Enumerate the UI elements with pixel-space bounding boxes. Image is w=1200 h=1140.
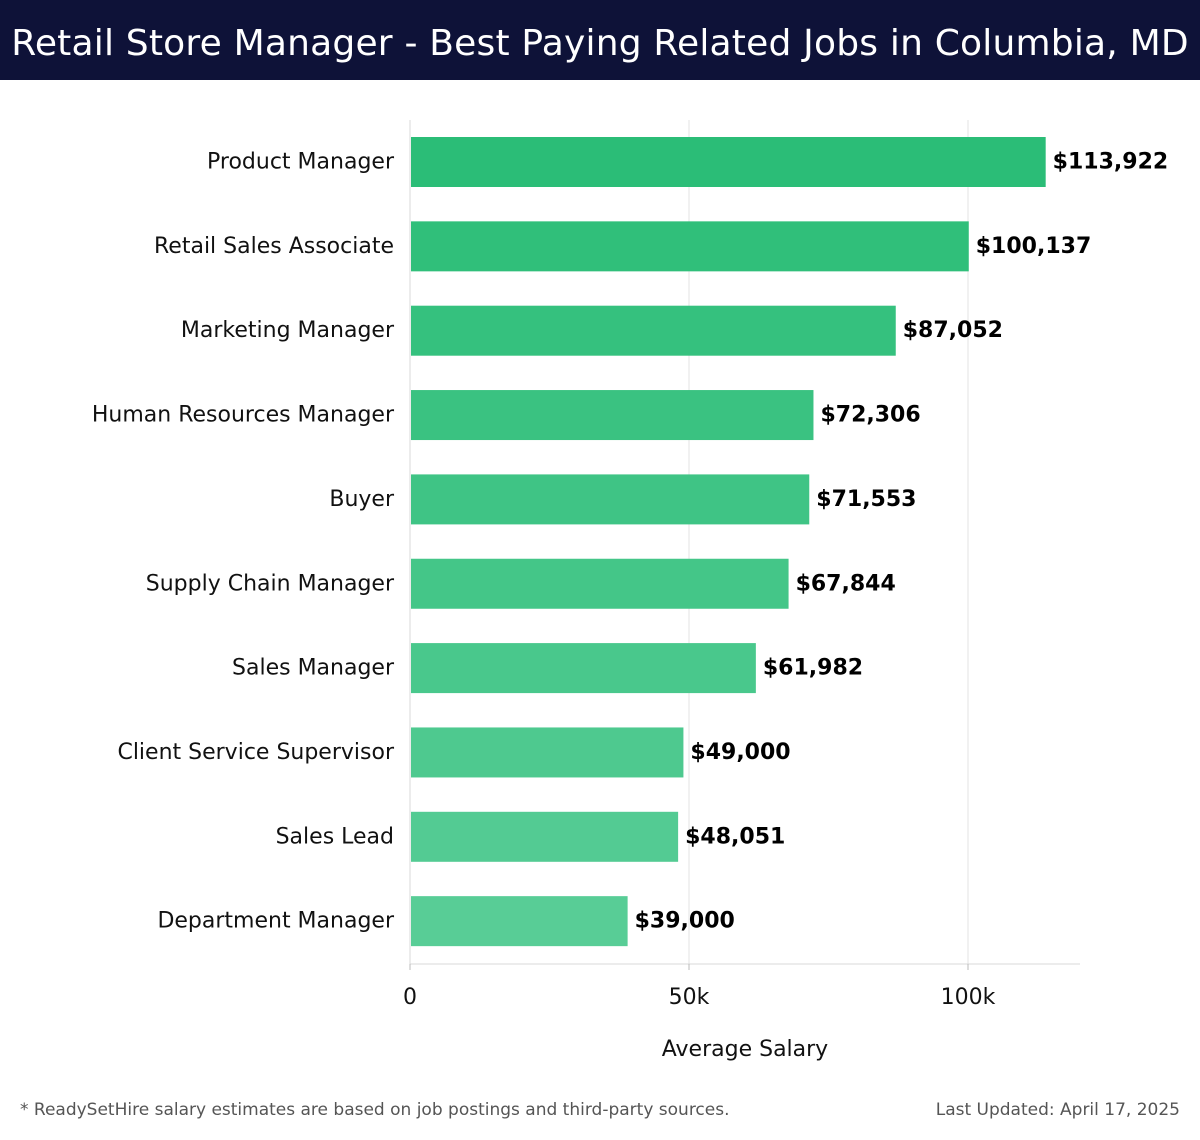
category-label: Supply Chain Manager (146, 571, 395, 596)
title-bar: Retail Store Manager - Best Paying Relat… (0, 0, 1200, 80)
category-label: Sales Manager (232, 656, 395, 681)
category-label: Client Service Supervisor (117, 740, 394, 765)
value-label: $71,553 (816, 487, 916, 512)
category-label: Human Resources Manager (92, 403, 395, 428)
bar (411, 221, 969, 272)
x-tick-label: 50k (669, 985, 710, 1010)
bar (411, 558, 789, 609)
bar (411, 305, 896, 356)
x-tick-label: 100k (941, 985, 996, 1010)
category-label: Buyer (329, 487, 395, 512)
value-label: $67,844 (796, 571, 896, 596)
x-tick-label: 0 (403, 985, 417, 1010)
category-label: Marketing Manager (181, 318, 395, 343)
last-updated: Last Updated: April 17, 2025 (935, 1100, 1180, 1120)
bar (411, 137, 1046, 187)
category-label: Sales Lead (276, 824, 394, 849)
value-label: $72,306 (820, 403, 920, 428)
value-label: $87,052 (903, 318, 1003, 343)
source-note: * ReadySetHire salary estimates are base… (20, 1100, 730, 1120)
category-label: Department Manager (157, 909, 395, 934)
category-label: Product Manager (207, 150, 395, 175)
bar (411, 390, 814, 441)
value-label: $61,982 (763, 656, 863, 681)
bar (411, 727, 684, 778)
value-label: $113,922 (1053, 150, 1169, 175)
salary-bar-chart: Product Manager $113,922 Retail Sales Asso… (92, 120, 1169, 1062)
value-label: $100,137 (976, 234, 1092, 259)
x-axis-title: Average Salary (662, 1037, 828, 1062)
value-label: $48,051 (685, 824, 785, 849)
bar (411, 896, 628, 947)
bar (411, 474, 810, 525)
value-label: $49,000 (690, 740, 790, 765)
category-label: Retail Sales Associate (154, 234, 394, 259)
bar (411, 811, 679, 862)
chart-title: Retail Store Manager - Best Paying Relat… (11, 23, 1189, 64)
value-label: $39,000 (635, 909, 735, 934)
bar (411, 643, 756, 694)
